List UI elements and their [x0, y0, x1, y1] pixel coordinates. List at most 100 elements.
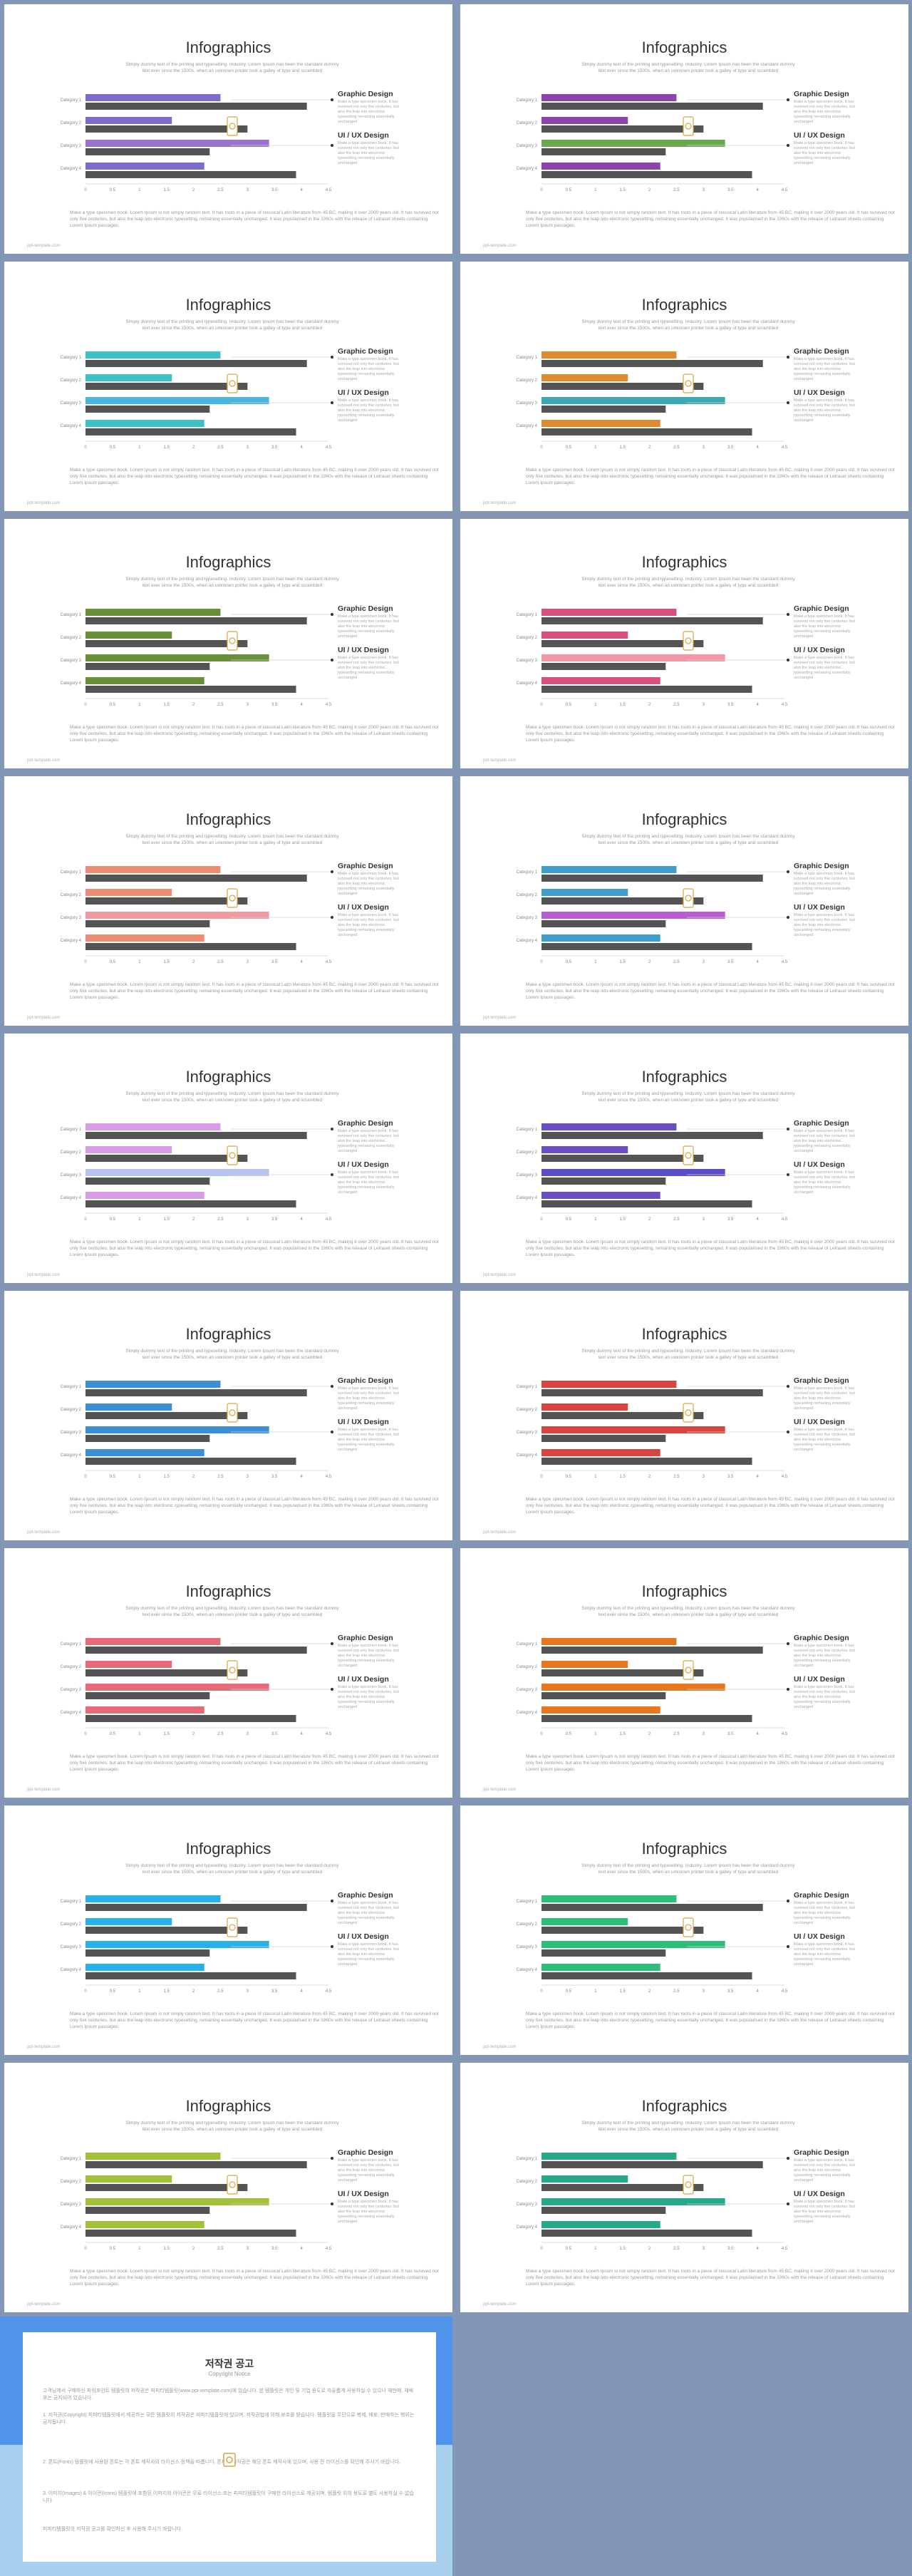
graphic-design-heading: Graphic Design: [338, 90, 393, 98]
x-tick-label: 4: [300, 445, 303, 450]
x-tick-label: 1.5: [619, 1217, 626, 1222]
copyright-notice-slide[interactable]: 저작권 공고 Copyright Notice 고객님께서 구매하신 파워포인트…: [0, 2317, 452, 2576]
graphic-design-heading: Graphic Design: [794, 90, 849, 98]
slide-14[interactable]: Infographics Simply dummy text of the pri…: [460, 1548, 908, 1798]
slide-footer: ppt-template.com: [27, 1273, 61, 1277]
x-tick-label: 4: [300, 703, 303, 707]
slide-subtitle: Simply dummy text of the printing and ty…: [125, 319, 339, 331]
uiux-design-heading: UI / UX Design: [338, 388, 389, 397]
x-tick-label: 2.5: [673, 2247, 680, 2251]
category-label: Category 1: [61, 98, 82, 103]
x-tick-label: 1: [594, 445, 597, 450]
slide-subtitle: Simply dummy text of the printing and ty…: [581, 1349, 795, 1360]
x-tick-label: 4.5: [782, 188, 788, 192]
slide-11[interactable]: Infographics Simply dummy text of the pri…: [4, 1291, 452, 1540]
x-tick-label: 4: [300, 960, 303, 964]
slide-subtitle: Simply dummy text of the printing and ty…: [125, 1349, 339, 1360]
x-tick-label: 0: [84, 960, 87, 964]
slide-1[interactable]: Infographics Simply dummy text of the pri…: [4, 4, 452, 254]
x-tick-label: 1: [594, 1989, 597, 1994]
uiux-design-heading: UI / UX Design: [794, 646, 845, 654]
copyright-badge-icon: [223, 2453, 236, 2467]
x-tick-label: 3.5: [271, 445, 278, 450]
x-tick-label: 3: [703, 1475, 705, 1479]
x-tick-label: 3.5: [727, 1989, 734, 1994]
x-tick-label: 3: [703, 1732, 705, 1736]
slide-6[interactable]: Infographics Simply dummy text of the pri…: [460, 519, 908, 768]
slide-18[interactable]: Infographics Simply dummy text of the pri…: [460, 2063, 908, 2312]
category-label: Category 4: [61, 681, 82, 686]
bar-chart: Category 1 Category 2 Category 3 Category 4…: [61, 1381, 333, 1479]
x-tick-label: 2.5: [217, 703, 224, 707]
bar-series-2: [86, 943, 296, 950]
category-label: Category 1: [517, 1900, 538, 1904]
graphic-design-heading: Graphic Design: [794, 1376, 849, 1385]
x-tick-label: 0.5: [110, 1217, 116, 1222]
x-tick-label: 1.5: [619, 2247, 626, 2251]
category-label: Category 4: [517, 1196, 538, 1200]
x-tick-label: 1: [594, 703, 597, 707]
bar-series-1: [86, 140, 269, 147]
category-label: Category 2: [517, 636, 538, 640]
slide-17[interactable]: Infographics Simply dummy text of the pri…: [4, 2063, 452, 2312]
bar-series-2: [86, 617, 307, 624]
x-tick-label: 0: [540, 1475, 543, 1479]
uiux-design-text: Make a type specimen book. It has surviv…: [338, 1942, 399, 1967]
bar-series-2: [86, 1972, 296, 1979]
x-tick-label: 0.5: [110, 2247, 116, 2251]
x-tick-label: 1.5: [619, 188, 626, 192]
x-tick-label: 2: [192, 188, 195, 192]
slide-8[interactable]: Infographics Simply dummy text of the pri…: [460, 776, 908, 1026]
graphic-design-text: Make a type specimen book. It has surviv…: [338, 2158, 399, 2183]
bar-series-2: [542, 428, 752, 436]
center-badge-icon: [683, 1145, 694, 1165]
x-tick-label: 2.5: [217, 1475, 224, 1479]
slide-5[interactable]: Infographics Simply dummy text of the pri…: [4, 519, 452, 768]
x-tick-label: 0.5: [110, 960, 116, 964]
slide-title: Infographics: [185, 38, 271, 56]
bar-chart: Category 1 Category 2 Category 3 Category 4…: [517, 94, 789, 192]
graphic-design-heading: Graphic Design: [338, 604, 393, 613]
center-badge-icon: [683, 888, 694, 908]
category-label: Category 3: [61, 1173, 82, 1178]
center-badge-icon: [683, 2175, 694, 2195]
uiux-design-text: Make a type specimen book. It has surviv…: [794, 1685, 855, 1709]
bar-series-2: [86, 2230, 296, 2237]
x-tick-label: 3: [247, 445, 249, 450]
slide-3[interactable]: Infographics Simply dummy text of the pri…: [4, 262, 452, 511]
slide-2[interactable]: Infographics Simply dummy text of the pri…: [460, 4, 908, 254]
connector-dot: [787, 356, 789, 359]
slide-13[interactable]: Infographics Simply dummy text of the pri…: [4, 1548, 452, 1798]
uiux-design-text: Make a type specimen book. It has surviv…: [338, 2200, 399, 2224]
x-tick-label: 2.5: [673, 703, 680, 707]
category-label: Category 1: [517, 1642, 538, 1647]
slide-footer: ppt-template.com: [483, 2302, 517, 2307]
slide-title: Infographics: [641, 1068, 727, 1086]
bar-series-1: [86, 866, 221, 873]
slide-body-text: Make a type specimen book. Lorem Ipsum i…: [526, 1497, 895, 1515]
slide-footer: ppt-template.com: [27, 244, 61, 248]
slide-subtitle: Simply dummy text of the printing and ty…: [125, 577, 339, 588]
category-label: Category 2: [517, 1922, 538, 1927]
bar-chart: Category 1 Category 2 Category 3 Category 4…: [61, 2153, 333, 2251]
slide-4[interactable]: Infographics Simply dummy text of the pri…: [460, 262, 908, 511]
slide-12[interactable]: Infographics Simply dummy text of the pri…: [460, 1291, 908, 1540]
x-tick-label: 2: [648, 1217, 651, 1222]
x-tick-label: 0: [540, 188, 543, 192]
center-badge-icon: [227, 1917, 238, 1937]
slide-10[interactable]: Infographics Simply dummy text of the pri…: [460, 1034, 908, 1283]
x-tick-label: 0: [84, 1475, 87, 1479]
bar-series-1: [86, 1146, 172, 1153]
bar-series-2: [542, 1904, 763, 1911]
slide-9[interactable]: Infographics Simply dummy text of the pri…: [4, 1034, 452, 1283]
uiux-design-heading: UI / UX Design: [794, 131, 845, 140]
category-label: Category 3: [517, 1173, 538, 1178]
graphic-design-text: Make a type specimen book. It has surviv…: [794, 357, 855, 381]
slide-15[interactable]: Infographics Simply dummy text of the pri…: [4, 1805, 452, 2055]
bar-series-2: [86, 1692, 210, 1699]
x-tick-label: 0: [84, 1732, 87, 1736]
category-label: Category 4: [61, 1711, 82, 1715]
slide-7[interactable]: Infographics Simply dummy text of the pri…: [4, 776, 452, 1026]
uiux-design-text: Make a type specimen book. It has surviv…: [794, 656, 855, 680]
slide-16[interactable]: Infographics Simply dummy text of the pri…: [460, 1805, 908, 2055]
